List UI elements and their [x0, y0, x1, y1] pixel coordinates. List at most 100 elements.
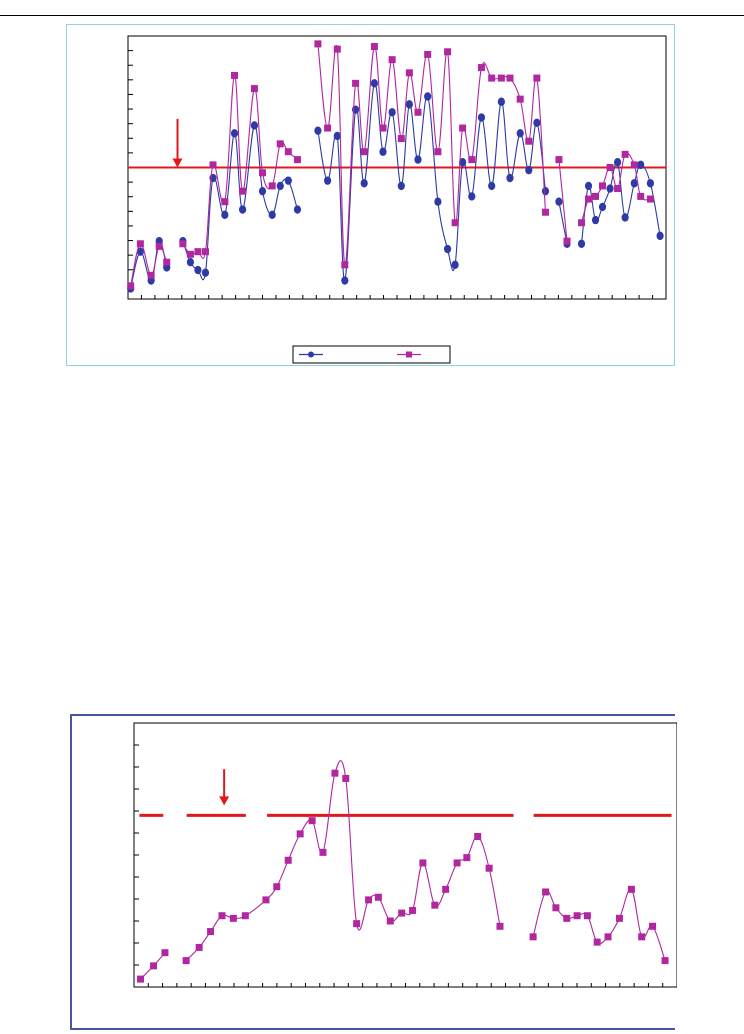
chart-1-series-a-point: [630, 179, 638, 188]
chart-1-series-a-point: [577, 239, 586, 248]
chart-1-series-a-point: [591, 215, 600, 225]
chart-1-series-a-point: [186, 257, 195, 267]
chart-2-series-point: [331, 769, 339, 777]
chart-1-series-b-point: [397, 135, 405, 143]
chart-1-series-b-point: [630, 161, 638, 169]
chart-2-series-point: [137, 975, 145, 983]
chart-1-series-b-point: [563, 237, 571, 245]
chart-1-series-a-point: [646, 179, 654, 188]
chart-1-series-b-point: [414, 108, 422, 116]
chart-1-series-a-point: [284, 176, 292, 185]
chart-1-series-a-point: [258, 186, 267, 196]
chart-1-series-a-point: [221, 210, 229, 220]
chart-1-series-a-point: [497, 97, 505, 106]
chart-1-series-b-point: [506, 74, 514, 82]
chart-1-series-b-point: [541, 208, 549, 216]
chart-1-series-b-point: [488, 74, 496, 82]
chart-1-series-a-point: [506, 173, 514, 183]
chart-2-series-point: [218, 912, 226, 920]
chart-1-series-a-point: [424, 92, 432, 101]
chart-1-series-b-point: [497, 74, 505, 82]
chart-2-series-point: [262, 896, 270, 904]
chart-2-series-line: [532, 888, 666, 961]
chart-1-series-b-point: [434, 148, 442, 156]
chart-2-series-point: [474, 833, 482, 841]
chart-1-series-b-point: [370, 43, 378, 51]
chart-1-series-b-point: [284, 148, 292, 156]
chart-1-series-a-point: [434, 197, 442, 206]
chart-1-series-b-point: [136, 240, 144, 248]
chart-2-series-point: [419, 859, 427, 867]
chart-2-series-point: [207, 928, 215, 936]
chart-1-series-a-point: [525, 165, 533, 175]
chart-1-series-a-point: [293, 205, 302, 214]
chart-1-series-b-line: [182, 74, 298, 259]
chart-2-series-point: [374, 893, 382, 901]
chart-1-series-a-point: [637, 160, 645, 170]
chart-1-series-a-point: [405, 100, 413, 109]
chart-1-series-b-point: [186, 250, 194, 258]
chart-2-series-point: [308, 817, 316, 825]
chart-1-series-a-point: [468, 192, 476, 201]
chart-1-series-a-point: [541, 186, 550, 196]
chart-2-series-point: [442, 885, 450, 893]
chart-2-series-point: [496, 922, 504, 930]
chart-2-series-point: [229, 914, 237, 922]
chart-1-series-a-point: [555, 197, 563, 206]
chart-2-series-point: [342, 774, 350, 782]
chart-1-series-b-point: [341, 261, 349, 269]
chart-1-series-b-point: [179, 240, 187, 248]
chart-1-series-b-point: [250, 85, 258, 93]
chart-2-series-line: [185, 760, 501, 961]
chart-2-series-point: [161, 949, 169, 957]
chart-1-series-b-point: [333, 45, 341, 53]
chart-2-series-point: [661, 957, 669, 965]
chart-1-series-a-point: [606, 184, 614, 193]
chart-2-series-point: [552, 904, 560, 912]
chart-2-series-point: [463, 854, 471, 862]
chart-1-series-b-point: [293, 156, 301, 164]
chart-1-series-a-point: [268, 210, 276, 220]
chart-1-series-b-point: [405, 69, 413, 77]
chart-1-series-b-point: [379, 124, 387, 132]
chart-1-series-b-point: [555, 156, 563, 164]
chart-1-series-a-point: [388, 108, 396, 117]
chart-1-series-a-point: [323, 176, 332, 185]
chart-2-series-point: [386, 917, 394, 925]
chart-1-series-b-point: [352, 79, 360, 87]
chart-1-series-b-point: [127, 282, 135, 290]
chart-1-series-a-point: [370, 79, 379, 88]
chart-1-series-b-point: [533, 74, 541, 82]
chart-1-series-b-point: [468, 156, 476, 164]
chart-1-series-b-point: [614, 185, 622, 193]
chart-1-series-b-point: [231, 71, 239, 79]
chart-1-series-a-point: [360, 179, 368, 188]
chart-1-series-b-point: [424, 50, 432, 58]
chart-1-series-b-point: [239, 187, 247, 195]
chart-2-series-point: [604, 933, 612, 941]
chart-2-series-point: [296, 830, 304, 838]
chart-1-series-b-point: [646, 195, 654, 203]
chart-1-series-b-point: [147, 271, 155, 279]
chart-1-series-a-point: [488, 181, 496, 191]
chart-1-series-b-point: [259, 169, 266, 177]
chart-2-series-point: [563, 914, 571, 922]
chart-1-series-b-point: [388, 56, 396, 64]
chart-1-series-b-point: [324, 124, 332, 132]
chart-1-series-a-point: [621, 213, 629, 222]
chart-1-series-b-point: [201, 248, 209, 256]
chart-2-series-point: [649, 922, 657, 930]
chart-1-series-b-point: [477, 64, 485, 72]
chart-1-series-a-line: [182, 124, 298, 281]
chart-1-series-a-point: [598, 202, 607, 212]
chart-2-series-point: [453, 859, 461, 867]
chart-2-series-point: [431, 901, 439, 909]
chart-2-series-point: [319, 848, 327, 856]
chart-2-svg: [133, 722, 677, 988]
chart-1-series-b-point: [516, 95, 524, 103]
chart-1-svg: [127, 35, 667, 364]
chart-1-series-b-point: [360, 148, 368, 156]
chart-2-series-point: [353, 920, 361, 928]
chart-1-legend: [292, 345, 451, 364]
chart-1-series-a-point: [451, 260, 459, 270]
